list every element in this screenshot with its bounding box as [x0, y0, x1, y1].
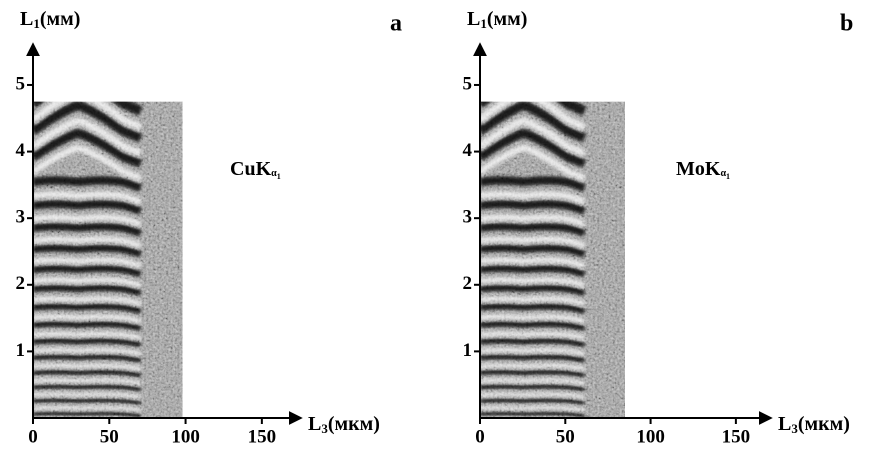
y-tick-label: 4: [16, 140, 26, 161]
annotation-part: α: [720, 168, 726, 179]
x-axis-label-part: (мкм): [328, 413, 380, 435]
y-tick-label: 2: [16, 273, 26, 294]
noise: [480, 101, 625, 418]
y-axis-label-part: 1: [33, 16, 40, 31]
x-tick-label: 0: [475, 426, 485, 447]
y-axis-label-part: (мм): [40, 8, 81, 30]
y-axis-label-part: 1: [480, 16, 487, 31]
x-axis-label: L3(мкм): [778, 413, 850, 436]
y-axis-label: L1(мм): [20, 8, 80, 31]
y-tick-label: 3: [16, 207, 26, 228]
light-fringe: [480, 420, 584, 422]
y-axis-label-part: L: [20, 8, 33, 30]
y-tick-label: 1: [16, 340, 26, 361]
y-axis-label-part: L: [467, 8, 480, 30]
annotation: MoKα1: [676, 158, 730, 181]
y-tick-label: 3: [463, 207, 473, 228]
annotation-part: α: [271, 168, 277, 179]
y-axis-label-part: (мм): [487, 8, 528, 30]
x-axis-label-part: L: [778, 413, 791, 435]
x-axis-label-part: 3: [791, 421, 798, 436]
fringe-image: [33, 101, 183, 422]
annotation-part: MoK: [676, 158, 721, 180]
panel-label: b: [840, 11, 853, 37]
x-tick-label: 100: [171, 426, 200, 447]
light-fringe: [33, 420, 141, 422]
y-tick-label: 4: [463, 140, 473, 161]
noise: [33, 101, 183, 418]
fringe-image: [480, 101, 625, 422]
panel-label: a: [390, 11, 402, 37]
x-tick-label: 100: [636, 426, 665, 447]
x-tick-label: 150: [722, 426, 751, 447]
y-tick-label: 5: [463, 73, 473, 94]
y-tick-label: 2: [463, 273, 473, 294]
x-tick-label: 150: [248, 426, 277, 447]
annotation-part: 1: [726, 172, 730, 181]
y-axis-label: L1(мм): [467, 8, 527, 31]
x-axis-label-part: 3: [321, 421, 328, 436]
x-axis-label: L3(мкм): [308, 413, 380, 436]
y-tick-label: 1: [463, 340, 473, 361]
x-tick-label: 50: [556, 426, 575, 447]
x-axis-label-part: L: [308, 413, 321, 435]
x-tick-label: 0: [28, 426, 38, 447]
x-tick-label: 50: [100, 426, 119, 447]
annotation: CuKα1: [230, 158, 281, 181]
annotation-part: 1: [277, 172, 281, 181]
x-axis-label-part: (мкм): [798, 413, 850, 435]
annotation-part: CuK: [230, 158, 272, 180]
y-tick-label: 5: [16, 73, 26, 94]
